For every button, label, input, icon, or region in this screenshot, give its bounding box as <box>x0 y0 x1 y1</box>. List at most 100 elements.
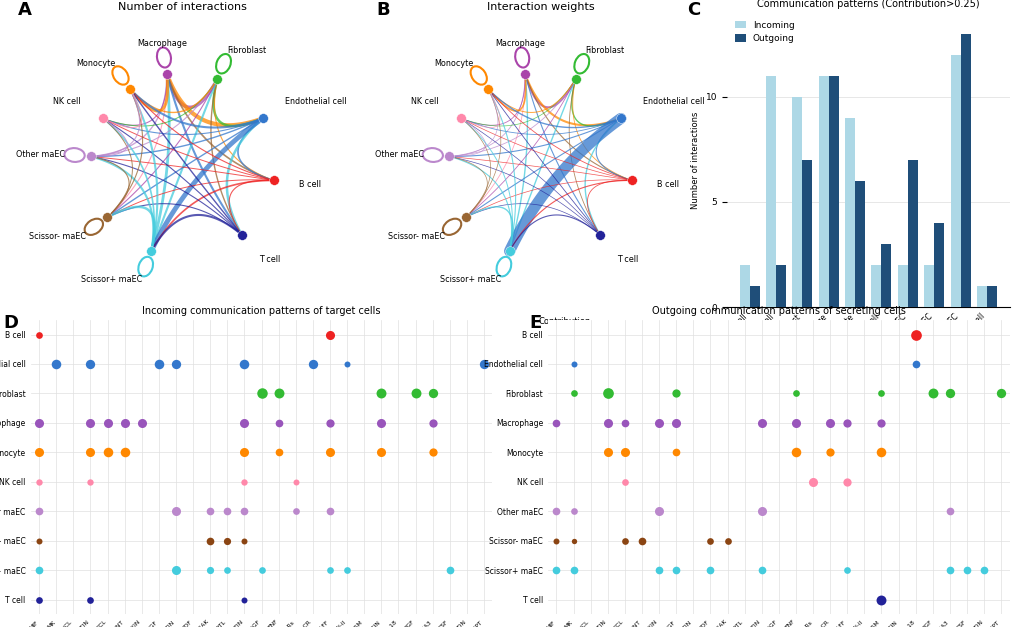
Bar <box>923 265 933 307</box>
Point <box>322 330 338 340</box>
Point <box>270 388 286 399</box>
Bar <box>933 223 944 307</box>
Text: Other maEC: Other maEC <box>374 150 423 159</box>
Point <box>48 359 64 369</box>
Point <box>548 506 565 516</box>
Point <box>168 566 184 576</box>
Point <box>633 535 649 545</box>
Point <box>322 418 338 428</box>
Text: B: B <box>376 1 389 19</box>
Text: Macrophage: Macrophage <box>495 40 545 48</box>
Point <box>253 566 269 576</box>
Point <box>787 388 803 399</box>
Bar <box>880 244 891 307</box>
Point <box>322 566 338 576</box>
Text: T cell: T cell <box>259 255 279 264</box>
Point <box>116 448 132 458</box>
Point <box>941 388 957 399</box>
Point <box>31 418 47 428</box>
Text: C: C <box>687 1 700 19</box>
Point <box>338 566 355 576</box>
Point <box>270 448 286 458</box>
Point <box>236 359 253 369</box>
Bar <box>870 265 880 307</box>
Point <box>202 535 218 545</box>
Point <box>924 388 941 399</box>
Point <box>907 330 923 340</box>
Point <box>31 506 47 516</box>
Text: Scissor- maEC: Scissor- maEC <box>30 232 87 241</box>
Bar <box>960 34 970 307</box>
Point <box>599 388 615 399</box>
Point <box>667 418 684 428</box>
Point <box>219 566 235 576</box>
Bar <box>818 76 827 307</box>
Point <box>872 418 889 428</box>
Point <box>821 448 838 458</box>
Text: Endothelial cell: Endothelial cell <box>284 97 346 105</box>
Point <box>236 477 253 487</box>
Point <box>99 418 115 428</box>
Point <box>667 388 684 399</box>
Point <box>941 566 957 576</box>
Text: Scissor+ maEC: Scissor+ maEC <box>439 275 500 284</box>
Text: Fibroblast: Fibroblast <box>227 46 266 55</box>
Bar <box>802 160 811 307</box>
Point <box>219 535 235 545</box>
Bar <box>765 76 775 307</box>
Point <box>424 418 440 428</box>
Bar <box>844 118 854 307</box>
Point <box>236 448 253 458</box>
Point <box>839 418 855 428</box>
Point <box>99 448 115 458</box>
Point <box>872 448 889 458</box>
Text: Scissor+ maEC: Scissor+ maEC <box>82 275 143 284</box>
Text: Fibroblast: Fibroblast <box>585 46 624 55</box>
Point <box>753 418 769 428</box>
Bar <box>986 286 996 307</box>
Point <box>993 388 1009 399</box>
Text: Scissor- maEC: Scissor- maEC <box>387 232 444 241</box>
Title: Interaction weights: Interaction weights <box>487 2 594 12</box>
Point <box>667 448 684 458</box>
Legend: Incoming, Outgoing: Incoming, Outgoing <box>731 17 798 47</box>
Point <box>565 388 581 399</box>
Point <box>202 506 218 516</box>
Point <box>839 566 855 576</box>
Bar <box>827 76 838 307</box>
Bar <box>739 265 749 307</box>
Point <box>31 477 47 487</box>
Point <box>236 418 253 428</box>
Point <box>787 448 803 458</box>
Bar <box>907 160 917 307</box>
Y-axis label: Number of interactions: Number of interactions <box>690 111 699 209</box>
Text: Macrophage: Macrophage <box>138 40 187 48</box>
Point <box>31 566 47 576</box>
Point <box>287 506 304 516</box>
Point <box>83 418 99 428</box>
Point <box>650 566 666 576</box>
Point <box>133 418 150 428</box>
Point <box>548 418 565 428</box>
Text: B cell: B cell <box>656 181 679 189</box>
Bar <box>775 265 786 307</box>
Point <box>322 506 338 516</box>
Point <box>287 477 304 487</box>
Point <box>753 566 769 576</box>
Point <box>236 594 253 604</box>
Text: E: E <box>529 314 541 332</box>
Point <box>219 506 235 516</box>
Text: D: D <box>3 314 18 332</box>
Title: Incoming communication patterns of target cells: Incoming communication patterns of targe… <box>143 306 380 316</box>
Point <box>839 477 855 487</box>
Text: A: A <box>17 1 32 19</box>
Point <box>599 448 615 458</box>
Point <box>270 418 286 428</box>
Point <box>701 566 717 576</box>
Point <box>616 418 633 428</box>
Point <box>565 359 581 369</box>
Point <box>116 418 132 428</box>
Point <box>31 330 47 340</box>
Text: Monocyte: Monocyte <box>75 59 115 68</box>
Point <box>83 448 99 458</box>
